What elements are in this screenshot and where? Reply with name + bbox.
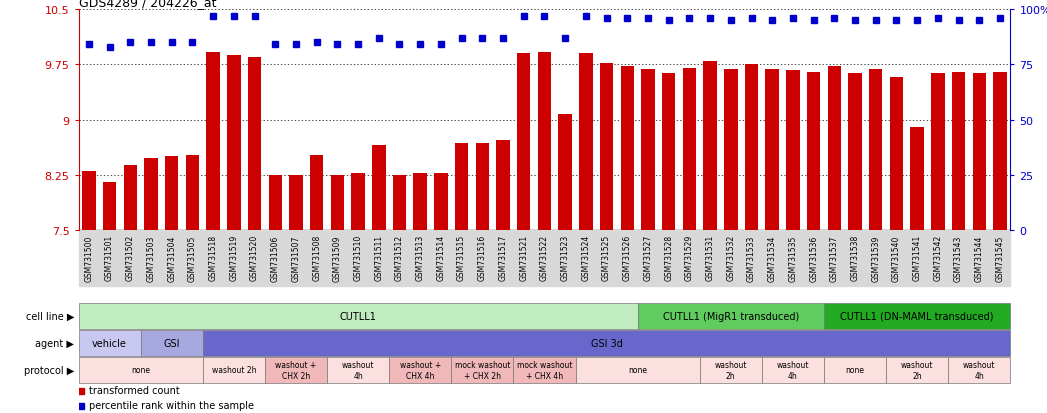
Bar [454, 144, 468, 230]
Bar [744, 65, 758, 230]
Bar [848, 74, 862, 230]
Bar [203, 357, 265, 383]
Text: washout
4h: washout 4h [777, 361, 809, 380]
Bar [824, 357, 886, 383]
Bar [451, 357, 513, 383]
Bar [973, 74, 986, 230]
Bar [638, 303, 824, 329]
Text: CUTLL1 (DN-MAML transduced): CUTLL1 (DN-MAML transduced) [841, 311, 994, 321]
Bar [248, 58, 262, 230]
Text: washout
2h: washout 2h [900, 361, 934, 380]
Text: GSI 3d: GSI 3d [591, 338, 623, 348]
Bar [662, 74, 675, 230]
Text: GDS4289 / 204226_at: GDS4289 / 204226_at [79, 0, 216, 9]
Text: washout
4h: washout 4h [963, 361, 996, 380]
Text: CUTLL1: CUTLL1 [339, 311, 377, 321]
Bar [331, 176, 344, 230]
Bar [185, 155, 199, 230]
Bar [206, 52, 220, 230]
Bar [931, 74, 944, 230]
Bar [949, 357, 1010, 383]
Text: washout +
CHX 4h: washout + CHX 4h [400, 361, 441, 380]
Bar [227, 55, 241, 230]
Bar [389, 357, 451, 383]
Text: GSI: GSI [163, 338, 180, 348]
Bar [414, 173, 427, 230]
Bar [683, 69, 696, 230]
Text: none: none [131, 366, 150, 375]
Text: CUTLL1 (MigR1 transduced): CUTLL1 (MigR1 transduced) [663, 311, 799, 321]
Bar [140, 330, 203, 356]
Bar [621, 67, 634, 230]
Bar [699, 357, 762, 383]
Bar [890, 78, 904, 230]
Text: vehicle: vehicle [92, 338, 127, 348]
Bar [265, 357, 327, 383]
Bar [538, 52, 551, 230]
Bar [576, 357, 699, 383]
Bar [600, 64, 614, 230]
Bar [165, 157, 178, 230]
Text: washout
4h: washout 4h [341, 361, 375, 380]
Bar [79, 330, 140, 356]
Bar [765, 70, 779, 230]
Bar [268, 176, 282, 230]
Text: cell line ▶: cell line ▶ [26, 311, 74, 321]
Bar [807, 72, 821, 230]
Bar [103, 183, 116, 230]
Text: percentile rank within the sample: percentile rank within the sample [89, 401, 253, 411]
Bar [372, 146, 385, 230]
Bar [327, 357, 389, 383]
Bar [393, 176, 406, 230]
Bar [704, 62, 717, 230]
Bar [558, 115, 572, 230]
Bar [994, 72, 1007, 230]
Bar [124, 166, 137, 230]
Bar [144, 159, 158, 230]
Bar [579, 54, 593, 230]
Bar [824, 303, 1010, 329]
Bar [786, 71, 800, 230]
Bar [869, 70, 883, 230]
Bar [952, 72, 965, 230]
Text: none: none [628, 366, 647, 375]
Bar [79, 303, 638, 329]
Bar [911, 128, 923, 230]
Bar [82, 172, 95, 230]
Text: washout
2h: washout 2h [714, 361, 748, 380]
Text: agent ▶: agent ▶ [36, 338, 74, 348]
Bar [517, 54, 531, 230]
Bar [725, 70, 737, 230]
Text: washout 2h: washout 2h [211, 366, 257, 375]
Bar [79, 357, 203, 383]
Bar [435, 173, 448, 230]
Bar [475, 144, 489, 230]
Bar [827, 67, 841, 230]
Text: protocol ▶: protocol ▶ [24, 365, 74, 375]
Bar [886, 357, 949, 383]
Bar [203, 330, 1010, 356]
Text: mock washout
+ CHX 2h: mock washout + CHX 2h [454, 361, 510, 380]
Text: washout +
CHX 2h: washout + CHX 2h [275, 361, 316, 380]
Text: mock washout
+ CHX 4h: mock washout + CHX 4h [516, 361, 573, 380]
Bar [641, 70, 654, 230]
Bar [762, 357, 824, 383]
Bar [289, 176, 303, 230]
Bar [496, 141, 510, 230]
Bar [352, 173, 364, 230]
Bar [310, 155, 324, 230]
Text: none: none [846, 366, 865, 375]
Bar [513, 357, 576, 383]
Text: transformed count: transformed count [89, 386, 179, 396]
